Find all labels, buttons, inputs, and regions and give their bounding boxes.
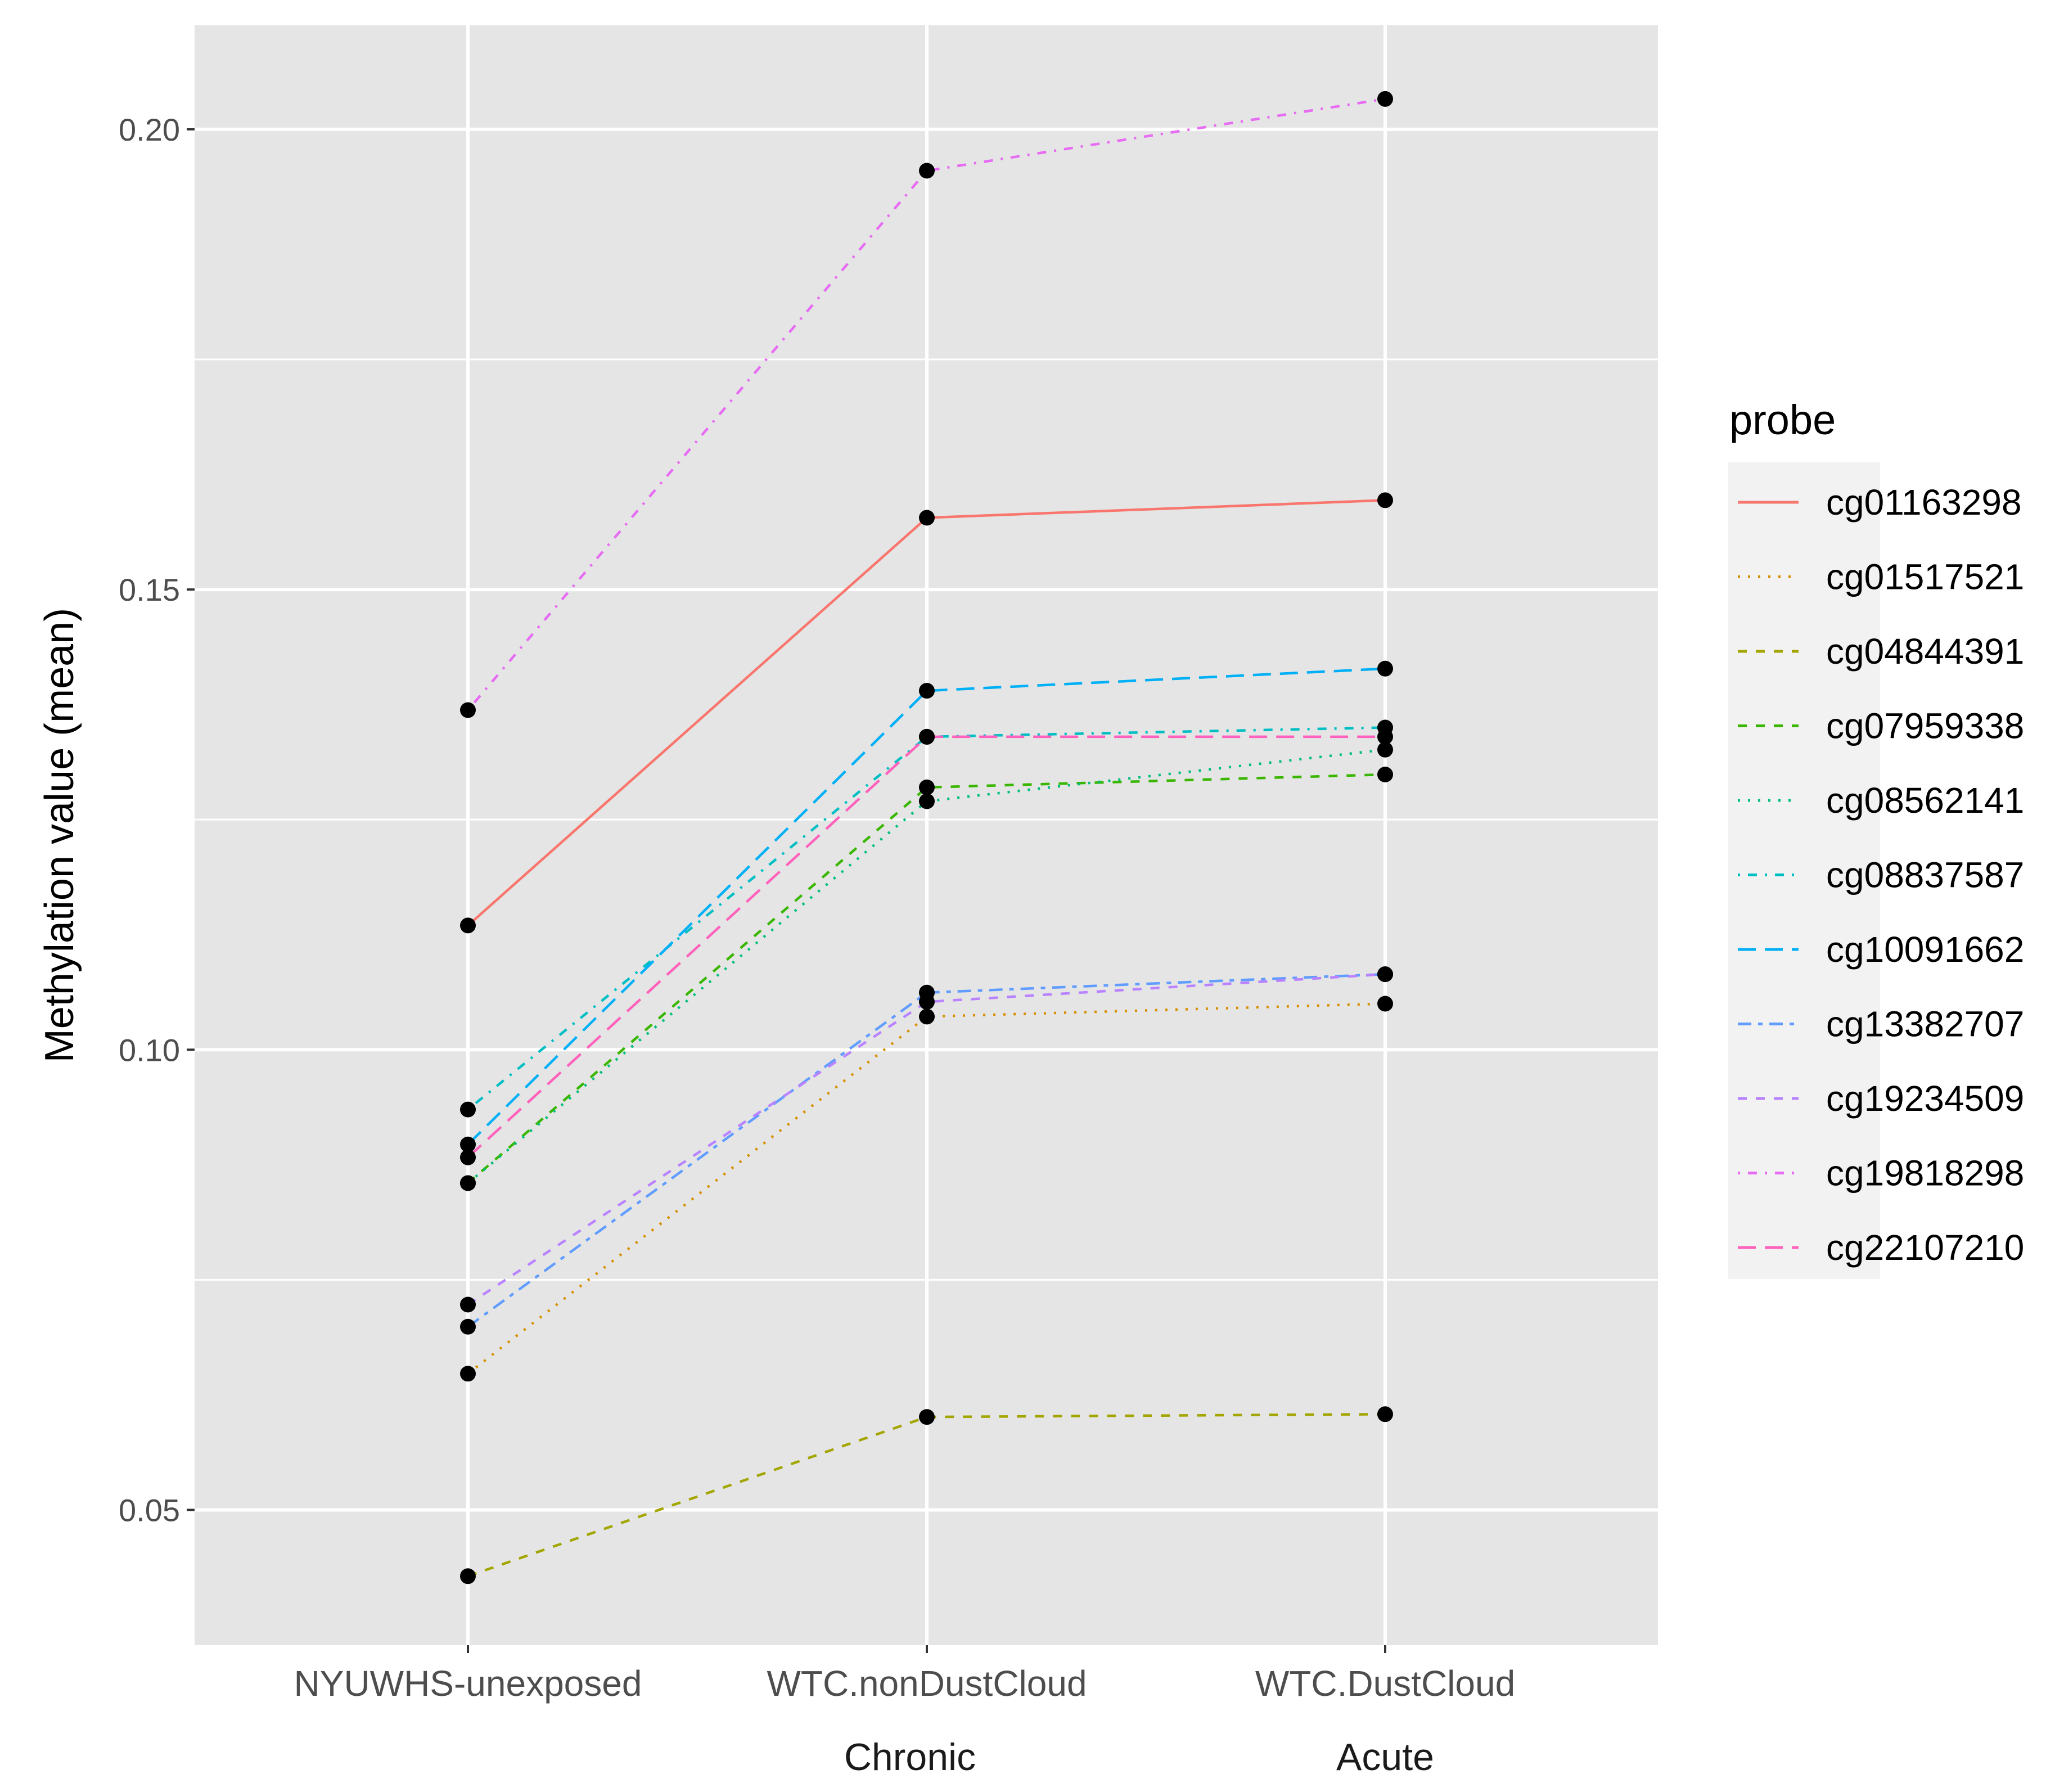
legend: probe cg01163298 cg01517521 cg04844391 cg079… [1728, 397, 2024, 1279]
data-point-cg01163298 [919, 510, 935, 526]
legend-label-cg13382707: cg13382707 [1826, 1004, 2024, 1044]
legend-label-cg07959338: cg07959338 [1826, 706, 2024, 746]
y-axis-label: Methylation value (mean) [37, 608, 82, 1062]
legend-label-cg08562141: cg08562141 [1826, 780, 2024, 821]
data-point-cg10091662 [919, 683, 935, 699]
data-point-cg22107210 [460, 1149, 476, 1165]
data-point-cg22107210 [1377, 728, 1393, 745]
data-point-cg19818298 [919, 163, 935, 179]
data-point-cg19234509 [919, 994, 935, 1010]
y-tick-label: 0.10 [119, 1032, 180, 1068]
data-point-cg01163298 [1377, 492, 1393, 508]
data-point-cg22107210 [919, 728, 935, 745]
legend-key-background [1728, 462, 1880, 1279]
legend-label-cg22107210: cg22107210 [1826, 1227, 2024, 1268]
legend-label-cg10091662: cg10091662 [1826, 929, 2024, 970]
data-point-cg08562141 [1377, 741, 1393, 758]
data-point-cg01517521 [460, 1366, 476, 1382]
y-tick-label: 0.15 [119, 572, 180, 607]
y-tick-label: 0.20 [119, 112, 180, 147]
x-category-sublabel: Acute [1336, 1736, 1434, 1779]
legend-label-cg04844391: cg04844391 [1826, 631, 2024, 672]
series-line-cg19234509 [467, 972, 1386, 1306]
legend-label-cg19234509: cg19234509 [1826, 1078, 2024, 1119]
data-point-cg08562141 [919, 793, 935, 809]
data-point-cg01163298 [460, 917, 476, 934]
data-point-cg01517521 [1377, 996, 1393, 1012]
x-axis: NYUWHS-unexposed WTC.nonDustCloud Chronic W… [294, 1645, 1515, 1779]
grid-major [195, 25, 1658, 1645]
series-line-cg01517521 [467, 1002, 1386, 1375]
data-point-cg10091662 [460, 1136, 476, 1152]
legend-label-cg19818298: cg19818298 [1826, 1153, 2024, 1194]
data-point-cg04844391 [919, 1409, 935, 1425]
data-point-cg07959338 [1377, 767, 1393, 782]
data-point-cg01517521 [919, 1008, 935, 1025]
series-line-cg19818298 [467, 97, 1386, 711]
x-tick-label: NYUWHS-unexposed [294, 1663, 642, 1704]
data-point-cg19234509 [460, 1296, 476, 1313]
data-point-cg19818298 [460, 702, 476, 718]
y-tick-label: 0.05 [119, 1492, 180, 1528]
data-point-cg19234509 [1377, 966, 1393, 983]
legend-label-cg01163298: cg01163298 [1826, 482, 2022, 523]
data-point-cg19818298 [1377, 91, 1393, 107]
legend-label-cg08837587: cg08837587 [1826, 855, 2024, 895]
data-point-cg04844391 [1377, 1406, 1393, 1422]
x-tick-label: WTC.DustCloud [1255, 1663, 1515, 1704]
data-point-cg08562141 [460, 1175, 476, 1191]
data-point-cg04844391 [460, 1568, 476, 1584]
series-line-cg10091662 [467, 667, 1386, 1146]
series-points [460, 91, 1393, 1584]
data-point-cg13382707 [460, 1318, 476, 1335]
legend-label-cg01517521: cg01517521 [1826, 557, 2024, 597]
data-point-cg08837587 [460, 1101, 476, 1118]
y-axis: 0.05 0.10 0.15 0.20 [119, 112, 195, 1528]
data-point-cg10091662 [1377, 660, 1393, 677]
series-line-cg07959338 [467, 773, 1386, 1185]
data-point-cg07959338 [919, 779, 935, 795]
legend-title: probe [1729, 397, 1836, 443]
x-category-sublabel: Chronic [844, 1736, 976, 1779]
x-tick-label: WTC.nonDustCloud [767, 1663, 1087, 1704]
